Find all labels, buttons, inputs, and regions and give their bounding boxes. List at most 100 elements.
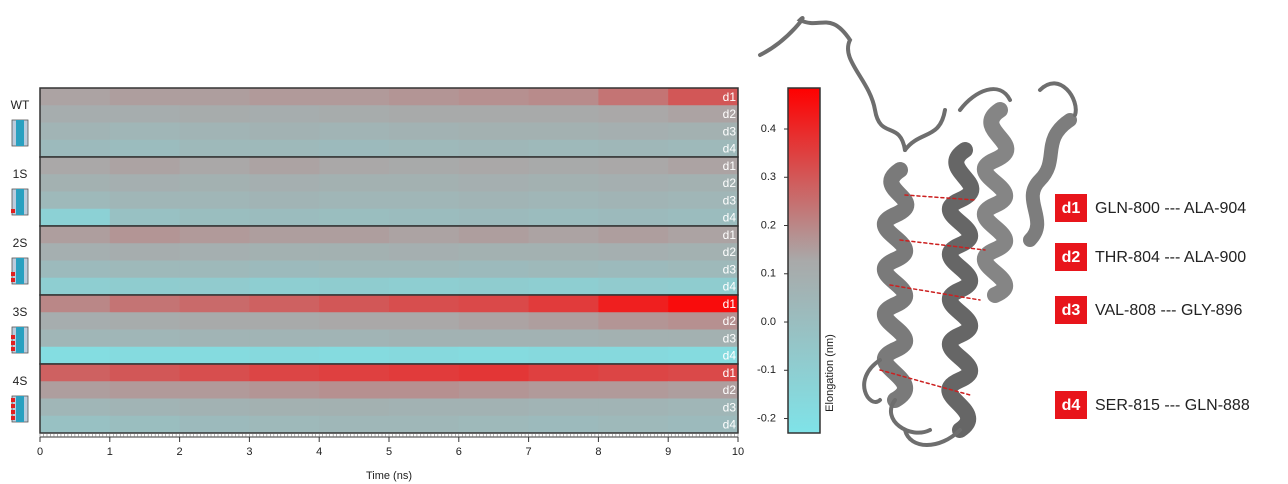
heat-cell [109,260,181,279]
group-label: 2S [13,236,28,250]
heat-cell [109,329,181,348]
colorbar-tick-label: 0.2 [761,219,776,231]
heat-cell [319,105,390,123]
heat-cell [458,88,530,106]
icon-core [16,120,24,146]
heat-cell [389,364,460,382]
heat-cell [249,295,320,313]
legend-badge [1055,243,1087,271]
x-tick-label: 8 [595,446,601,458]
icon-mutation [11,278,15,282]
heat-cell [458,381,530,399]
x-tick-label: 2 [177,446,183,458]
heat-cell [40,398,111,417]
heat-cell [40,381,111,399]
heat-cell [668,415,739,434]
heat-cell [458,364,530,382]
heat-cell [319,157,390,175]
heat-cell [319,346,390,365]
row-label: d1 [723,228,737,242]
heat-cell [598,191,669,210]
x-tick-label: 3 [246,446,252,458]
heat-cell [179,398,250,417]
heat-cell [389,277,460,296]
heat-cell [109,157,181,175]
heat-cell [389,295,460,313]
heat-cell [249,157,320,175]
group-label: 4S [13,374,28,388]
heat-cell [249,105,320,123]
row-label: d2 [723,176,737,190]
heat-cell [109,105,181,123]
heat-cell [319,364,390,382]
x-axis-label: Time (ns) [366,470,412,482]
heat-cell [249,415,320,434]
heat-cell [319,381,390,399]
heat-cell [528,139,599,158]
x-tick-label: 10 [732,446,744,458]
heat-cell [109,381,181,399]
heat-cell [109,295,181,313]
heat-cell [668,105,739,123]
heat-cell [668,381,739,399]
legend-id: d4 [1062,397,1081,414]
heat-cell [598,243,669,261]
heat-cell [458,105,530,123]
icon-mutation [11,404,15,408]
heat-cell [528,208,599,227]
heat-cell [389,139,460,158]
row-label: d3 [723,193,737,207]
heat-cell [249,88,320,106]
heat-cell [109,398,181,417]
heat-cell [668,139,739,158]
heat-cell [179,277,250,296]
heat-cell [179,139,250,158]
heat-cell [249,122,320,141]
heat-cell [40,226,111,244]
heat-cell [528,295,599,313]
heat-cell [598,226,669,244]
x-tick-label: 9 [665,446,671,458]
heat-cell [40,364,111,382]
heat-cell [668,208,739,227]
heat-cell [528,312,599,330]
heat-cell [528,191,599,210]
heat-cell [249,398,320,417]
heat-cell [40,139,111,158]
heat-cell [389,105,460,123]
heat-cell [598,174,669,192]
row-label: d4 [723,280,737,294]
heat-cell [249,364,320,382]
heat-cell [40,415,111,434]
heat-cell [668,260,739,279]
heat-cell [668,398,739,417]
heat-cell [179,415,250,434]
colorbar-label: Elongation (nm) [824,334,836,412]
heat-cell [40,157,111,175]
row-label: d1 [723,90,737,104]
icon-mutation [11,410,15,414]
heat-cell [319,277,390,296]
heat-cell [528,415,599,434]
row-label: d2 [723,314,737,328]
x-tick-label: 1 [107,446,113,458]
heat-cell [179,88,250,106]
heat-cell [389,260,460,279]
colorbar-tick-label: 0.4 [761,123,776,135]
heat-cell [109,208,181,227]
colorbar-tick-label: 0.0 [761,316,776,328]
heat-cell [179,381,250,399]
colorbar-tick-label: 0.1 [761,268,776,280]
heat-cell [249,312,320,330]
heat-cell [389,174,460,192]
heat-cell [389,191,460,210]
heat-cell [109,122,181,141]
heat-cell [179,208,250,227]
legend-label: VAL-808 --- GLY-896 [1095,302,1242,319]
heat-cell [668,364,739,382]
legend-badge [1055,194,1087,222]
heat-cell [109,139,181,158]
heat-cell [668,346,739,365]
heat-cell [389,208,460,227]
